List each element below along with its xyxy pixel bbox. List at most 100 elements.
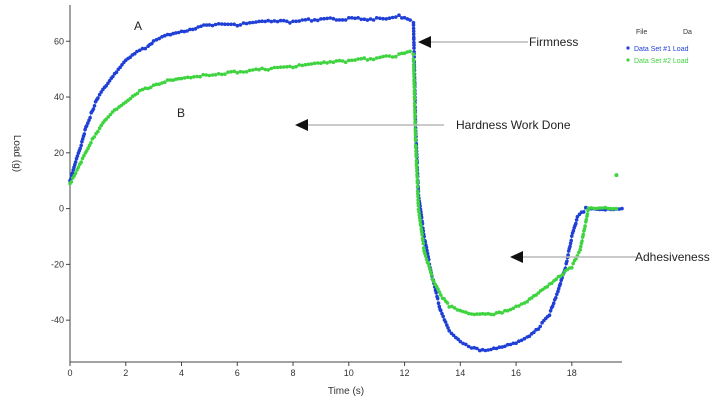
- data-point: [436, 287, 440, 291]
- data-point: [232, 69, 236, 74]
- data-point: [412, 101, 417, 106]
- data-point: [365, 58, 370, 62]
- data-point: [165, 32, 170, 37]
- series-trace: [69, 15, 622, 352]
- data-point: [73, 160, 78, 164]
- data-point: [378, 16, 382, 21]
- data-point: [458, 339, 463, 344]
- data-point: [555, 292, 559, 297]
- data-point: [272, 19, 277, 23]
- series-trace: [69, 51, 617, 316]
- data-point: [492, 346, 496, 351]
- data-point: [558, 281, 563, 286]
- data-point: [118, 65, 122, 70]
- data-point: [322, 16, 326, 21]
- data-point: [278, 65, 283, 69]
- data-point: [548, 309, 553, 313]
- y-tick-label: 20: [54, 148, 64, 158]
- data-point: [447, 305, 452, 309]
- data-point: [525, 299, 529, 304]
- data-point: [99, 123, 103, 128]
- y-tick-label: 40: [54, 92, 64, 102]
- hardness-work-done-label: Hardness Work Done: [456, 118, 571, 132]
- data-point: [425, 248, 429, 253]
- data-point: [483, 312, 488, 316]
- x-tick-label: 10: [344, 368, 354, 378]
- data-point: [466, 311, 471, 316]
- data-point: [414, 163, 419, 168]
- data-point: [92, 104, 97, 108]
- data-point: [412, 37, 416, 41]
- data-point: [413, 133, 418, 137]
- data-point: [254, 20, 258, 24]
- data-point: [226, 22, 230, 27]
- data-point: [140, 46, 145, 51]
- data-point: [427, 264, 431, 268]
- data-point: [500, 345, 504, 349]
- data-point: [614, 206, 619, 211]
- data-point: [210, 23, 215, 28]
- data-point: [486, 311, 491, 316]
- data-point: [347, 58, 351, 63]
- data-point: [160, 35, 164, 39]
- data-point: [536, 291, 541, 295]
- data-point: [579, 244, 583, 249]
- data-point: [600, 206, 605, 210]
- data-point: [586, 206, 591, 210]
- data-point: [297, 63, 302, 67]
- data-point: [347, 15, 351, 20]
- data-point: [108, 112, 113, 117]
- data-point: [179, 29, 184, 34]
- data-point: [143, 86, 148, 90]
- data-point: [584, 205, 588, 210]
- data-point: [371, 18, 376, 22]
- data-point: [561, 272, 565, 277]
- data-point: [421, 241, 426, 246]
- legend-header-file: File: [636, 29, 647, 36]
- data-point: [508, 307, 513, 312]
- data-point: [300, 18, 305, 22]
- data-point: [229, 22, 233, 27]
- data-point: [300, 63, 305, 68]
- data-point: [413, 108, 417, 112]
- data-point: [412, 43, 416, 47]
- data-point: [353, 58, 357, 62]
- x-tick-label: 8: [291, 368, 296, 378]
- data-point: [413, 127, 418, 132]
- data-point: [204, 23, 209, 27]
- data-point: [571, 228, 576, 233]
- data-point: [475, 312, 479, 316]
- legend-header-date: Da: [683, 29, 692, 36]
- data-point: [445, 301, 450, 305]
- firmness-arrow-head: [418, 36, 431, 48]
- data-point: [478, 312, 482, 316]
- data-point: [606, 206, 610, 211]
- data-point: [413, 110, 417, 115]
- data-point: [415, 169, 419, 173]
- data-point: [165, 78, 170, 82]
- data-point: [193, 27, 198, 31]
- data-point: [517, 339, 521, 344]
- data-point: [192, 75, 196, 79]
- data-point: [497, 345, 502, 350]
- data-point: [574, 218, 579, 222]
- data-point: [195, 74, 199, 79]
- x-tick-label: 16: [511, 368, 521, 378]
- data-point: [415, 181, 420, 185]
- data-point: [196, 25, 200, 29]
- data-point: [115, 107, 119, 111]
- data-point: [163, 33, 167, 38]
- data-point: [368, 57, 373, 61]
- data-point: [303, 62, 308, 67]
- data-point: [356, 15, 360, 20]
- data-point: [312, 18, 317, 22]
- data-point: [551, 301, 556, 306]
- data-point: [160, 81, 164, 85]
- data-point: [511, 341, 516, 346]
- data-point: [285, 19, 289, 24]
- data-point: [585, 212, 590, 216]
- data-point: [592, 206, 596, 211]
- data-point: [412, 68, 416, 73]
- data-point: [207, 73, 212, 78]
- data-point: [232, 22, 236, 27]
